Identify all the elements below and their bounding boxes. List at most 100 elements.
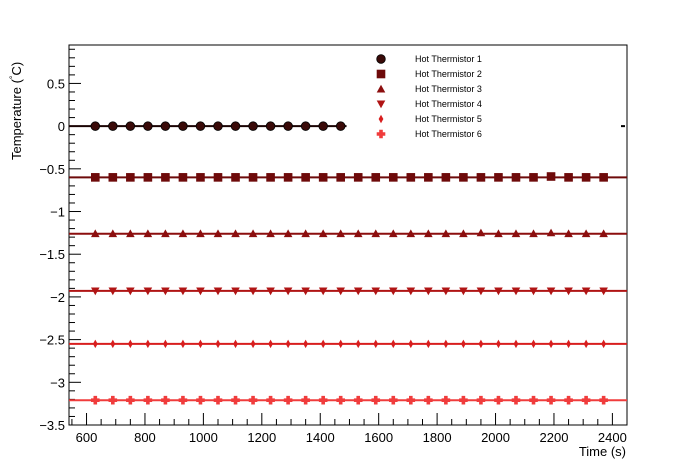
x-tick-label: 2200 — [540, 430, 569, 445]
data-point-series-6 — [581, 395, 591, 405]
data-point-series-4 — [546, 287, 556, 296]
data-point-series-4 — [564, 287, 573, 296]
data-point-series-5 — [338, 339, 344, 349]
data-point-series-4 — [494, 287, 503, 296]
x-tick-label: 2000 — [481, 430, 510, 445]
data-point-series-2 — [353, 173, 363, 182]
data-point-series-4 — [283, 287, 293, 296]
data-point-series-4 — [248, 287, 258, 296]
data-point-series-3 — [581, 229, 591, 238]
data-point-series-5 — [92, 339, 98, 349]
data-point-series-4 — [336, 287, 345, 296]
legend-label-1: Hot Thermistor 1 — [415, 54, 482, 64]
data-point-series-6 — [441, 395, 451, 405]
data-point-series-1 — [143, 121, 153, 131]
data-point-series-5 — [531, 339, 536, 349]
data-point-series-6 — [248, 395, 258, 405]
data-point-series-2 — [441, 173, 451, 182]
data-point-series-4 — [213, 287, 223, 296]
data-point-series-4 — [301, 287, 310, 296]
y-tick-label: 0.5 — [47, 76, 65, 91]
data-point-series-6 — [196, 395, 205, 405]
data-point-series-3 — [301, 229, 310, 238]
data-point-series-5 — [583, 339, 589, 349]
data-point-series-6 — [564, 395, 573, 405]
data-point-series-2 — [196, 173, 205, 182]
data-point-series-1 — [300, 121, 311, 131]
data-point-series-3 — [283, 229, 293, 238]
data-point-series-3 — [476, 228, 486, 237]
data-point-series-2 — [406, 173, 416, 182]
data-point-series-2 — [546, 172, 556, 181]
data-point-series-5 — [461, 339, 466, 349]
x-tick-label: 1000 — [189, 430, 218, 445]
data-point-series-2 — [371, 173, 381, 182]
data-point-series-2 — [336, 173, 345, 182]
data-point-series-2 — [476, 173, 486, 182]
data-point-series-3 — [143, 229, 153, 238]
data-point-series-5 — [145, 339, 151, 349]
data-point-series-5 — [180, 339, 186, 349]
data-point-series-5 — [198, 339, 203, 349]
data-point-series-5 — [408, 339, 414, 349]
data-point-series-1 — [108, 121, 118, 131]
data-point-series-6 — [424, 395, 433, 405]
legend-marker-4 — [376, 100, 386, 109]
data-point-series-5 — [425, 339, 431, 349]
data-point-series-5 — [285, 339, 291, 349]
data-point-series-3 — [529, 229, 538, 238]
data-point-series-4 — [353, 287, 363, 296]
x-tick-label: 800 — [134, 430, 156, 445]
data-point-series-5 — [355, 339, 361, 349]
data-point-series-5 — [303, 339, 309, 349]
data-point-series-3 — [161, 229, 170, 238]
data-point-series-6 — [546, 395, 556, 405]
data-point-series-1 — [213, 121, 223, 131]
data-point-series-1 — [125, 121, 136, 131]
legend-label-4: Hot Thermistor 4 — [415, 99, 482, 109]
data-point-series-4 — [424, 287, 433, 296]
data-point-series-2 — [564, 173, 573, 182]
data-point-series-3 — [90, 229, 100, 238]
data-point-series-3 — [371, 229, 381, 238]
data-point-series-3 — [424, 229, 433, 238]
data-point-series-2 — [283, 173, 293, 182]
data-point-series-2 — [161, 173, 170, 182]
data-point-series-1 — [90, 121, 100, 131]
data-point-series-3 — [178, 229, 188, 238]
data-point-series-3 — [318, 229, 328, 238]
data-point-series-2 — [178, 173, 188, 182]
data-point-series-3 — [231, 229, 240, 238]
data-point-series-6 — [318, 395, 328, 405]
data-point-series-6 — [371, 395, 381, 405]
legend-label-2: Hot Thermistor 2 — [415, 69, 482, 79]
data-point-series-5 — [127, 339, 133, 349]
data-point-series-1 — [178, 121, 188, 131]
data-point-series-5 — [163, 339, 168, 349]
data-point-series-6 — [213, 395, 223, 405]
data-point-series-6 — [143, 395, 153, 405]
data-point-series-2 — [511, 173, 521, 182]
data-point-series-2 — [494, 173, 503, 182]
data-point-series-2 — [126, 173, 135, 182]
y-tick-label: −1 — [50, 205, 65, 220]
legend-marker-3 — [376, 84, 386, 93]
data-point-series-2 — [248, 173, 258, 182]
data-point-series-1 — [248, 121, 258, 131]
data-point-series-2 — [143, 173, 153, 182]
data-point-series-4 — [371, 287, 381, 296]
data-point-series-3 — [196, 229, 205, 238]
data-points — [90, 121, 608, 405]
legend-marker-1 — [376, 54, 386, 64]
data-point-series-3 — [248, 229, 258, 238]
data-point-series-5 — [548, 339, 554, 349]
x-axis: 600 800 1000 1200 1400 1600 1800 2000 2200 2400 — [71, 413, 628, 445]
data-point-series-1 — [318, 121, 328, 131]
data-point-series-4 — [459, 287, 468, 296]
data-point-series-6 — [388, 395, 398, 405]
legend-marker-2 — [376, 69, 386, 79]
data-point-series-1 — [283, 121, 293, 131]
data-point-series-6 — [266, 395, 275, 405]
legend-label-5: Hot Thermistor 5 — [415, 114, 482, 124]
